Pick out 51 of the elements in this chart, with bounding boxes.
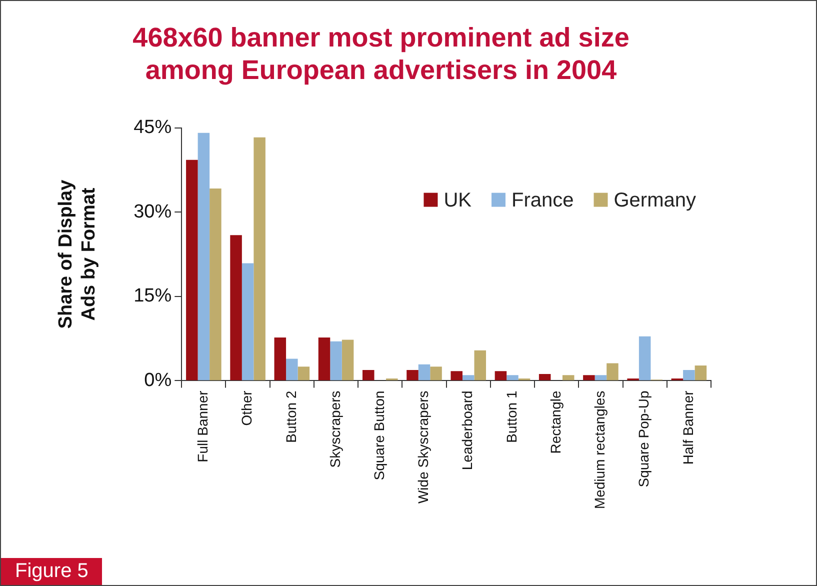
legend-label: France: [512, 189, 574, 212]
y-tick-label: 45%: [134, 117, 172, 138]
x-tick-label: Other: [238, 390, 255, 426]
bar: [210, 188, 222, 380]
bar: [230, 235, 242, 380]
x-tick-label: Full Banner: [194, 390, 211, 462]
x-tick-label: Button 2: [282, 390, 299, 443]
x-tick-label: Skyscrapers: [326, 390, 343, 468]
x-tick-label: Half Banner: [680, 390, 696, 465]
bar: [298, 366, 310, 380]
x-tick-label: Button 1: [503, 390, 520, 443]
bar: [242, 263, 254, 380]
y-tick-label: 30%: [134, 201, 172, 222]
bar: [186, 160, 198, 380]
x-tick-label: Square Pop-Up: [636, 390, 652, 488]
bar: [638, 336, 651, 380]
y-tick-label: 0%: [144, 370, 172, 391]
bar: [494, 371, 507, 380]
bar: [254, 137, 266, 380]
bar: [362, 370, 374, 380]
legend-label: UK: [444, 189, 472, 212]
bar: [583, 375, 595, 380]
bar: [538, 374, 551, 380]
bar: [450, 371, 462, 380]
x-tick-label: Wide Skyscrapers: [415, 390, 432, 504]
x-tick-label: Square Button: [371, 390, 387, 480]
bar: [474, 350, 486, 380]
bar: [694, 366, 707, 380]
bar: [286, 358, 298, 380]
bar: [274, 337, 286, 380]
bar: [683, 370, 695, 380]
chart-title: 468x60 banner most prominent ad size among European advertisers in 2004: [132, 22, 630, 86]
legend-label: Germany: [614, 189, 696, 212]
x-tick-label: Leaderboard: [459, 390, 476, 470]
bar: [606, 363, 618, 380]
y-tick-label: 15%: [134, 286, 172, 307]
bar: [418, 364, 430, 380]
x-tick-label: Rectangle: [547, 390, 564, 454]
bar: [506, 375, 518, 380]
bar: [198, 132, 210, 380]
bar: [462, 375, 474, 380]
bar: [330, 341, 342, 380]
caption: Figure 5: [1, 558, 102, 585]
bar: [430, 366, 442, 380]
bar: [562, 375, 574, 380]
bar: [406, 370, 418, 380]
y-axis-title: Share of Display Ads by Format: [56, 179, 100, 329]
bar: [318, 337, 330, 380]
bar: [342, 340, 354, 380]
x-tick-label: Medium rectangles: [592, 390, 608, 510]
bar: [594, 375, 607, 380]
